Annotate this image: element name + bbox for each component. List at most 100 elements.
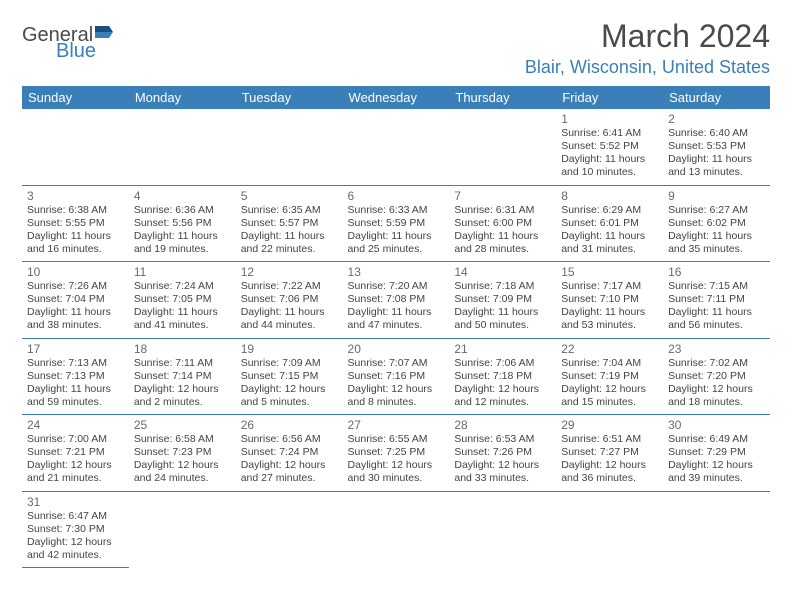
info-line: Daylight: 11 hours — [241, 230, 338, 243]
info-line: Daylight: 12 hours — [27, 536, 124, 549]
day-info: Sunrise: 7:13 AMSunset: 7:13 PMDaylight:… — [27, 357, 124, 410]
info-line: Daylight: 12 hours — [561, 459, 658, 472]
day-header: Sunday — [22, 86, 129, 109]
calendar-row: 3Sunrise: 6:38 AMSunset: 5:55 PMDaylight… — [22, 185, 770, 262]
day-info: Sunrise: 7:11 AMSunset: 7:14 PMDaylight:… — [134, 357, 231, 410]
day-info: Sunrise: 6:33 AMSunset: 5:59 PMDaylight:… — [348, 204, 445, 257]
info-line: Sunset: 7:21 PM — [27, 446, 124, 459]
calendar-cell: 29Sunrise: 6:51 AMSunset: 7:27 PMDayligh… — [556, 415, 663, 492]
info-line: Sunrise: 6:40 AM — [668, 127, 765, 140]
day-number: 25 — [134, 418, 231, 432]
info-line: Daylight: 12 hours — [348, 459, 445, 472]
info-line: and 50 minutes. — [454, 319, 551, 332]
info-line: Sunset: 7:23 PM — [134, 446, 231, 459]
info-line: Sunrise: 6:41 AM — [561, 127, 658, 140]
day-number: 18 — [134, 342, 231, 356]
day-header: Monday — [129, 86, 236, 109]
calendar-cell: 10Sunrise: 7:26 AMSunset: 7:04 PMDayligh… — [22, 262, 129, 339]
day-number: 4 — [134, 189, 231, 203]
info-line: Daylight: 11 hours — [27, 383, 124, 396]
info-line: and 56 minutes. — [668, 319, 765, 332]
info-line: Sunset: 5:53 PM — [668, 140, 765, 153]
day-number: 15 — [561, 265, 658, 279]
info-line: and 36 minutes. — [561, 472, 658, 485]
calendar-cell — [129, 109, 236, 185]
day-info: Sunrise: 7:20 AMSunset: 7:08 PMDaylight:… — [348, 280, 445, 333]
info-line: and 2 minutes. — [134, 396, 231, 409]
calendar-cell: 18Sunrise: 7:11 AMSunset: 7:14 PMDayligh… — [129, 338, 236, 415]
info-line: Sunset: 7:16 PM — [348, 370, 445, 383]
info-line: Daylight: 11 hours — [348, 306, 445, 319]
info-line: and 59 minutes. — [27, 396, 124, 409]
calendar-cell: 26Sunrise: 6:56 AMSunset: 7:24 PMDayligh… — [236, 415, 343, 492]
day-number: 31 — [27, 495, 124, 509]
day-number: 24 — [27, 418, 124, 432]
info-line: Daylight: 11 hours — [561, 306, 658, 319]
month-title: March 2024 — [525, 18, 770, 55]
day-info: Sunrise: 6:38 AMSunset: 5:55 PMDaylight:… — [27, 204, 124, 257]
day-number: 29 — [561, 418, 658, 432]
calendar-cell: 24Sunrise: 7:00 AMSunset: 7:21 PMDayligh… — [22, 415, 129, 492]
info-line: Sunrise: 6:35 AM — [241, 204, 338, 217]
info-line: Sunrise: 7:26 AM — [27, 280, 124, 293]
day-number: 10 — [27, 265, 124, 279]
calendar-row: 17Sunrise: 7:13 AMSunset: 7:13 PMDayligh… — [22, 338, 770, 415]
info-line: Sunrise: 6:47 AM — [27, 510, 124, 523]
calendar-cell: 27Sunrise: 6:55 AMSunset: 7:25 PMDayligh… — [343, 415, 450, 492]
title-block: March 2024 Blair, Wisconsin, United Stat… — [525, 18, 770, 78]
info-line: Sunset: 7:15 PM — [241, 370, 338, 383]
day-header: Tuesday — [236, 86, 343, 109]
calendar-cell: 2Sunrise: 6:40 AMSunset: 5:53 PMDaylight… — [663, 109, 770, 185]
info-line: Daylight: 11 hours — [134, 230, 231, 243]
day-number: 23 — [668, 342, 765, 356]
info-line: and 27 minutes. — [241, 472, 338, 485]
day-info: Sunrise: 7:26 AMSunset: 7:04 PMDaylight:… — [27, 280, 124, 333]
day-number: 13 — [348, 265, 445, 279]
calendar-cell: 4Sunrise: 6:36 AMSunset: 5:56 PMDaylight… — [129, 185, 236, 262]
info-line: Daylight: 11 hours — [668, 306, 765, 319]
day-info: Sunrise: 6:35 AMSunset: 5:57 PMDaylight:… — [241, 204, 338, 257]
day-info: Sunrise: 7:17 AMSunset: 7:10 PMDaylight:… — [561, 280, 658, 333]
info-line: and 19 minutes. — [134, 243, 231, 256]
info-line: and 38 minutes. — [27, 319, 124, 332]
info-line: and 21 minutes. — [27, 472, 124, 485]
calendar-cell: 6Sunrise: 6:33 AMSunset: 5:59 PMDaylight… — [343, 185, 450, 262]
header: General March 2024 Blair, Wisconsin, Uni… — [22, 18, 770, 78]
info-line: and 33 minutes. — [454, 472, 551, 485]
calendar-row: 31Sunrise: 6:47 AMSunset: 7:30 PMDayligh… — [22, 491, 770, 568]
calendar-cell — [449, 109, 556, 185]
calendar-cell: 9Sunrise: 6:27 AMSunset: 6:02 PMDaylight… — [663, 185, 770, 262]
calendar-cell: 16Sunrise: 7:15 AMSunset: 7:11 PMDayligh… — [663, 262, 770, 339]
calendar-cell: 20Sunrise: 7:07 AMSunset: 7:16 PMDayligh… — [343, 338, 450, 415]
calendar-cell: 19Sunrise: 7:09 AMSunset: 7:15 PMDayligh… — [236, 338, 343, 415]
info-line: and 10 minutes. — [561, 166, 658, 179]
info-line: Sunset: 7:20 PM — [668, 370, 765, 383]
calendar-cell — [236, 109, 343, 185]
day-info: Sunrise: 6:31 AMSunset: 6:00 PMDaylight:… — [454, 204, 551, 257]
day-number: 12 — [241, 265, 338, 279]
day-info: Sunrise: 7:09 AMSunset: 7:15 PMDaylight:… — [241, 357, 338, 410]
info-line: Sunset: 7:08 PM — [348, 293, 445, 306]
info-line: Sunrise: 7:02 AM — [668, 357, 765, 370]
info-line: Daylight: 12 hours — [134, 459, 231, 472]
info-line: Sunset: 7:04 PM — [27, 293, 124, 306]
logo-text-blue-wrap: Blue — [56, 40, 96, 63]
calendar-cell: 17Sunrise: 7:13 AMSunset: 7:13 PMDayligh… — [22, 338, 129, 415]
info-line: Sunrise: 7:24 AM — [134, 280, 231, 293]
info-line: Sunrise: 6:36 AM — [134, 204, 231, 217]
info-line: Sunset: 5:56 PM — [134, 217, 231, 230]
info-line: Sunset: 5:59 PM — [348, 217, 445, 230]
day-info: Sunrise: 6:27 AMSunset: 6:02 PMDaylight:… — [668, 204, 765, 257]
day-info: Sunrise: 7:22 AMSunset: 7:06 PMDaylight:… — [241, 280, 338, 333]
day-number: 1 — [561, 112, 658, 126]
calendar-cell — [663, 491, 770, 568]
info-line: Sunset: 7:24 PM — [241, 446, 338, 459]
day-number: 26 — [241, 418, 338, 432]
info-line: Sunrise: 7:06 AM — [454, 357, 551, 370]
day-info: Sunrise: 7:02 AMSunset: 7:20 PMDaylight:… — [668, 357, 765, 410]
info-line: Sunrise: 6:31 AM — [454, 204, 551, 217]
info-line: and 35 minutes. — [668, 243, 765, 256]
calendar-cell: 13Sunrise: 7:20 AMSunset: 7:08 PMDayligh… — [343, 262, 450, 339]
location: Blair, Wisconsin, United States — [525, 57, 770, 78]
info-line: Sunrise: 7:07 AM — [348, 357, 445, 370]
